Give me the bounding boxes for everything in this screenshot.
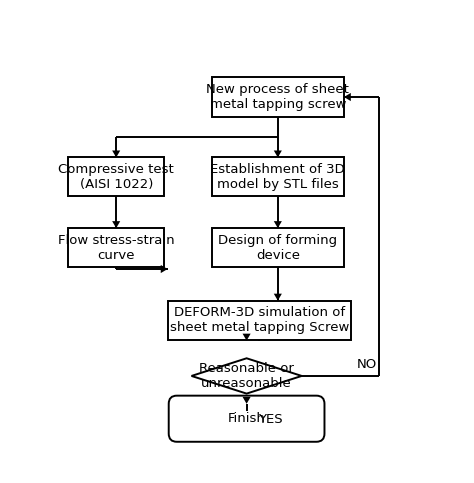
Text: NO: NO — [357, 358, 377, 371]
Text: DEFORM-3D simulation of
sheet metal tapping Screw: DEFORM-3D simulation of sheet metal tapp… — [170, 306, 349, 334]
Text: Finish: Finish — [228, 412, 265, 425]
Polygon shape — [243, 397, 251, 404]
Polygon shape — [274, 151, 282, 157]
Text: Reasonable or
unreasonable: Reasonable or unreasonable — [199, 362, 294, 390]
Text: Compressive test
(AISI 1022): Compressive test (AISI 1022) — [58, 163, 174, 191]
FancyBboxPatch shape — [68, 228, 164, 267]
Polygon shape — [161, 265, 168, 273]
Polygon shape — [243, 334, 251, 341]
FancyBboxPatch shape — [68, 157, 164, 197]
FancyBboxPatch shape — [212, 77, 344, 116]
Text: YES: YES — [258, 413, 282, 426]
Polygon shape — [112, 221, 120, 228]
FancyBboxPatch shape — [212, 228, 344, 267]
FancyBboxPatch shape — [169, 396, 325, 442]
Text: New process of sheet
metal tapping screw: New process of sheet metal tapping screw — [206, 83, 349, 111]
Text: Flow stress-strain
curve: Flow stress-strain curve — [58, 234, 174, 262]
Polygon shape — [344, 93, 351, 101]
Polygon shape — [274, 221, 282, 228]
Polygon shape — [112, 151, 120, 157]
Polygon shape — [191, 358, 301, 394]
Text: Design of forming
device: Design of forming device — [218, 234, 337, 262]
FancyBboxPatch shape — [212, 157, 344, 197]
Text: Establishment of 3D
model by STL files: Establishment of 3D model by STL files — [210, 163, 345, 191]
FancyBboxPatch shape — [168, 300, 351, 340]
Polygon shape — [274, 294, 282, 300]
